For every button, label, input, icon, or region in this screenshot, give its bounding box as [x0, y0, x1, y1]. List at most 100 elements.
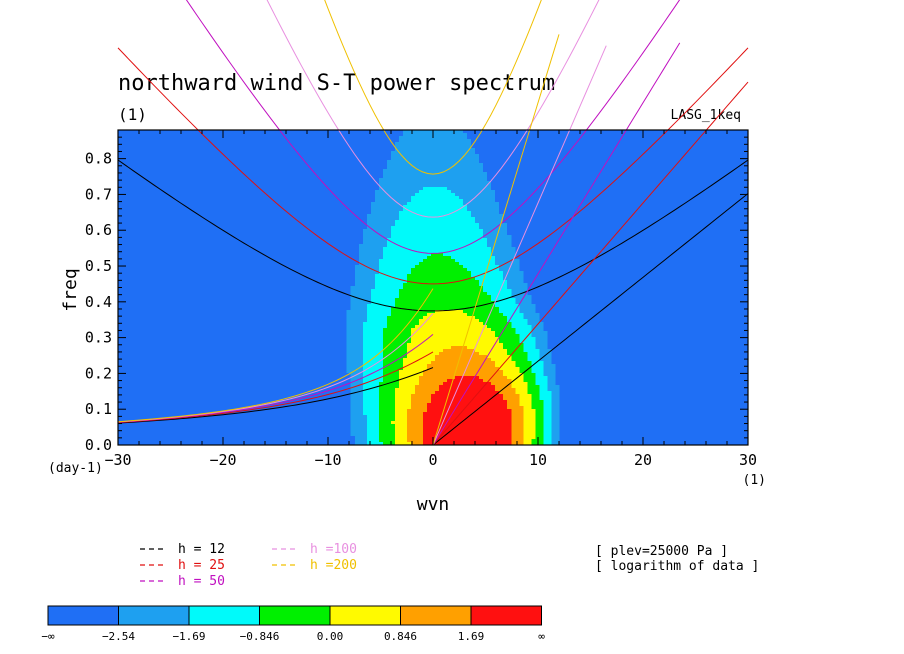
- contour-cell: [118, 355, 348, 359]
- contour-cell: [414, 391, 436, 395]
- contour-cell: [475, 277, 504, 281]
- contour-cell: [539, 349, 552, 353]
- contour-cell: [118, 427, 352, 431]
- contour-cell: [118, 250, 360, 254]
- contour-cell: [422, 418, 512, 422]
- contour-cell: [370, 295, 400, 299]
- contour-cell: [350, 376, 364, 380]
- contour-cell: [118, 280, 356, 284]
- contour-cell: [527, 382, 536, 386]
- contour-cell: [362, 349, 384, 353]
- contour-cell: [350, 286, 376, 290]
- contour-cell: [358, 244, 388, 248]
- contour-cell: [362, 397, 380, 401]
- contour-cell: [511, 412, 524, 416]
- contour-cell: [362, 409, 380, 413]
- contour-cell: [390, 232, 484, 236]
- contour-cell: [523, 433, 536, 437]
- contour-cell: [118, 211, 372, 215]
- contour-cell: [398, 373, 424, 377]
- contour-cell: [543, 415, 552, 419]
- contour-cell: [527, 283, 748, 287]
- contour-cell: [467, 313, 504, 317]
- contour-cell: [350, 409, 364, 413]
- y-tick-label: 0.8: [85, 150, 112, 168]
- contour-cell: [479, 319, 508, 323]
- axes-layer: −30 −20 −10 0 10 20 30 0.0 0.1 0.2 0.3 0.4 0.5 0.6 0.7…: [85, 130, 757, 469]
- contour-cell: [495, 262, 520, 266]
- contour-cell: [523, 418, 536, 422]
- contour-cell: [374, 199, 412, 203]
- contour-cell: [527, 355, 540, 359]
- contour-cell: [559, 439, 748, 443]
- contour-cell: [523, 271, 748, 275]
- contour-cell: [118, 151, 392, 155]
- contour-cell: [475, 316, 508, 320]
- contour-cell: [535, 340, 548, 344]
- contour-cell: [378, 187, 424, 191]
- contour-cell: [535, 421, 544, 425]
- contour-cell: [511, 355, 528, 359]
- contour-cell: [539, 388, 548, 392]
- contour-cell: [406, 436, 424, 440]
- y-tick-label: 0.4: [85, 293, 112, 311]
- contour-cell: [354, 436, 368, 440]
- contour-cell: [118, 289, 352, 293]
- colorbar-label: ∞: [538, 630, 545, 643]
- contour-cell: [471, 139, 748, 143]
- contour-cell: [551, 355, 748, 359]
- contour-cell: [543, 328, 748, 332]
- contour-cell: [382, 340, 412, 344]
- contour-cell: [118, 202, 372, 206]
- contour-cell: [479, 157, 748, 161]
- contour-cell: [527, 388, 540, 392]
- contour-cell: [382, 337, 412, 341]
- contour-cell: [422, 424, 512, 428]
- contour-cell: [422, 415, 512, 419]
- contour-cell: [390, 313, 428, 317]
- contour-cell: [394, 409, 408, 413]
- contour-cell: [398, 385, 416, 389]
- contour-cell: [118, 340, 348, 344]
- contour-cell: [491, 247, 516, 251]
- contour-cell: [118, 163, 388, 167]
- ig-curve-50: [185, 0, 681, 254]
- contour-cell: [406, 439, 424, 443]
- contour-cell: [547, 334, 748, 338]
- contour-cell: [495, 334, 520, 338]
- contour-cell: [118, 262, 360, 266]
- contour-cell: [362, 241, 388, 245]
- contour-cell: [378, 421, 392, 425]
- contour-cell: [511, 322, 528, 326]
- contour-cell: [531, 295, 748, 299]
- contour-cell: [394, 301, 496, 305]
- contour-cell: [118, 247, 360, 251]
- contour-cell: [551, 433, 561, 437]
- contour-cell: [439, 352, 480, 356]
- contour-cell: [551, 409, 561, 413]
- contour-cell: [507, 400, 520, 404]
- contour-cell: [547, 337, 748, 341]
- colorbar-swatch: [47, 605, 119, 626]
- contour-cell: [539, 385, 548, 389]
- contour-cell: [547, 343, 748, 347]
- y-tick-label: 0.0: [85, 436, 112, 454]
- contour-cell: [362, 229, 392, 233]
- contour-cell: [366, 433, 380, 437]
- contour-cell: [551, 439, 561, 443]
- contour-cell: [358, 262, 380, 266]
- contour-cell: [374, 280, 408, 284]
- contour-cell: [362, 400, 380, 404]
- contour-cell: [118, 193, 376, 197]
- contour-cell: [350, 382, 364, 386]
- contour-cell: [118, 331, 348, 335]
- contour-cell: [507, 286, 528, 290]
- contour-cell: [559, 403, 748, 407]
- contour-cell: [118, 232, 364, 236]
- contour-cell: [535, 430, 544, 434]
- contour-cell: [535, 424, 544, 428]
- contour-cell: [350, 292, 372, 296]
- contour-cell: [459, 196, 496, 200]
- contour-cell: [531, 325, 544, 329]
- contour-cell: [527, 352, 540, 356]
